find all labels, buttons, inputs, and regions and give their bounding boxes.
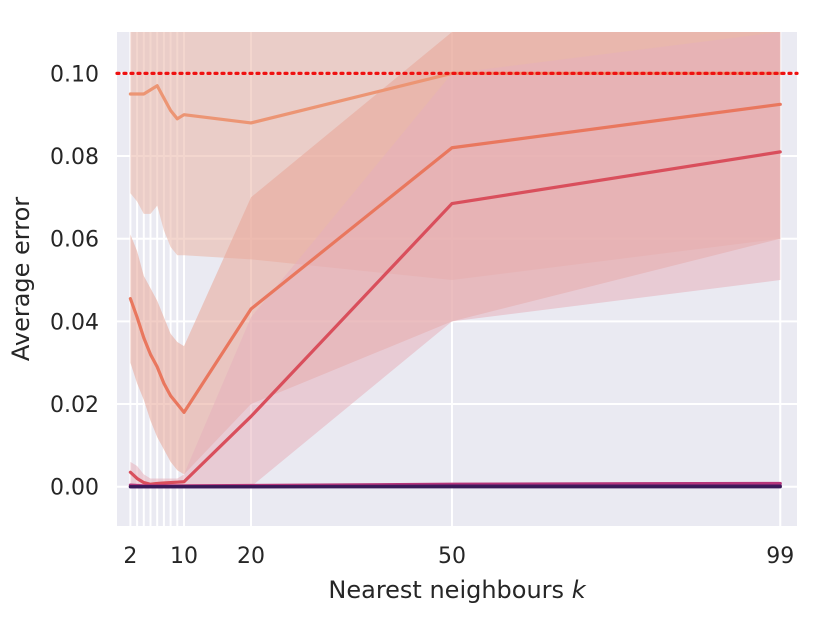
- y-axis-label: Average error: [7, 197, 35, 361]
- series-line-2: [128, 102, 782, 414]
- x-tick-label-3: 50: [438, 544, 466, 569]
- y-tick-label-5: 0.10: [50, 62, 99, 87]
- y-tick-label-1: 0.02: [50, 393, 99, 418]
- y-tick-label-4: 0.08: [50, 145, 99, 170]
- series-lines: [128, 71, 782, 489]
- x-tick-label-2: 20: [237, 544, 265, 569]
- x-tick-labels: 2 10 20 50 99: [123, 544, 794, 569]
- y-tick-labels: 0.00 0.02 0.04 0.06 0.08 0.10: [50, 62, 99, 500]
- y-tick-label-2: 0.04: [50, 310, 99, 335]
- x-tick-label-4: 99: [766, 544, 794, 569]
- x-tick-label-1: 10: [170, 544, 198, 569]
- x-tick-label-0: 2: [123, 544, 137, 569]
- y-tick-label-0: 0.00: [50, 476, 99, 501]
- y-tick-label-3: 0.06: [50, 228, 99, 253]
- series-line-3: [128, 150, 782, 486]
- x-axis-label: Nearest neighbours k: [328, 576, 586, 604]
- series-line-1: [128, 71, 782, 125]
